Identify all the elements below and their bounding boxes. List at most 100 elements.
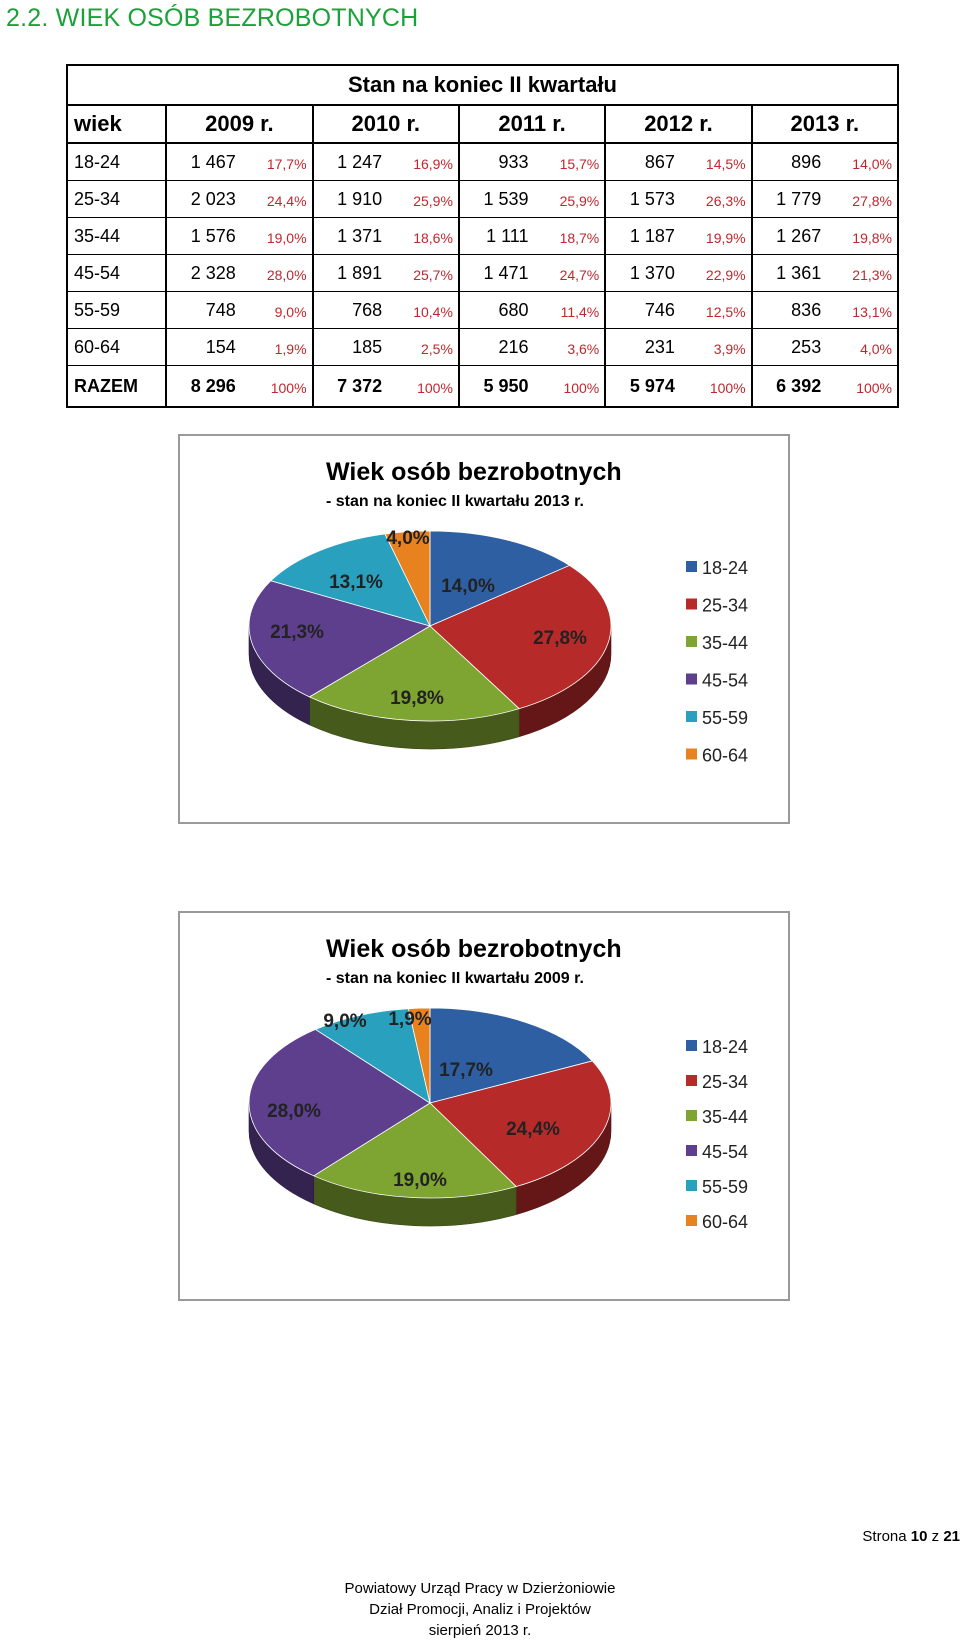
count-cell: 1 471 [458, 254, 537, 292]
year-header: 2011 r. [458, 104, 607, 144]
count-cell: 1 370 [605, 254, 683, 292]
section-title: 2.2. WIEK OSÓB BEZROBOTNYCH [6, 4, 419, 32]
legend-swatch [686, 711, 697, 722]
count-cell: 748 [166, 291, 244, 329]
pie-data-label: 24,4% [506, 1119, 560, 1140]
count-cell: 1 910 [312, 180, 391, 218]
year-header: 2012 r. [605, 104, 753, 144]
legend-label: 18-24 [702, 1037, 748, 1057]
footer-department: Dział Promocji, Analiz i Projektów [369, 1601, 591, 1618]
count-cell: 896 [751, 143, 830, 181]
percent-cell: 26,3% [682, 180, 753, 218]
percent-cell: 27,8% [829, 180, 899, 218]
count-cell: 1 891 [312, 254, 391, 292]
count-cell: 2 328 [166, 254, 244, 292]
legend-label: 55-59 [702, 1177, 748, 1197]
pie-slice-25-34 [429, 1060, 612, 1187]
age-group: 18-24 [67, 143, 168, 181]
pie-data-label: 27,8% [533, 628, 587, 649]
pie-slice-45-54 [248, 580, 432, 698]
legend-label: 55-59 [702, 708, 748, 728]
percent-cell: 100% [682, 365, 753, 407]
legend-label: 60-64 [702, 1212, 748, 1232]
age-group: 60-64 [67, 328, 168, 366]
current-page: 10 [910, 1528, 928, 1545]
pie-slice-35-44 [312, 1102, 517, 1199]
count-cell: 1 467 [166, 143, 244, 181]
pie-svg: Wiek osób bezrobotnych - stan na koniec I… [248, 935, 748, 1232]
footer-date: sierpień 2013 r. [428, 1622, 532, 1639]
percent-cell: 3,6% [536, 328, 607, 366]
pie-slice-55-59 [314, 1008, 431, 1104]
pie-data-label: 14,0% [441, 576, 495, 597]
percent-cell: 3,9% [682, 328, 753, 366]
count-cell: 768 [312, 291, 391, 329]
table-year-header-row: wiek 2009 r. 2010 r. 2011 r. 2012 r. 201… [67, 104, 900, 144]
pie-data-label: 19,0% [393, 1170, 447, 1191]
percent-cell: 9,0% [243, 291, 314, 329]
percent-cell: 100% [829, 365, 899, 407]
percent-cell: 10,4% [390, 291, 460, 329]
count-cell: 680 [458, 291, 537, 329]
count-cell: 231 [605, 328, 683, 366]
table-row: 25-34 2 023 24,4% 1 910 25,9% 1 539 25,9% 1 573… [67, 180, 899, 218]
page-label: Strona [862, 1528, 911, 1545]
percent-cell: 18,6% [390, 217, 460, 255]
count-cell: 7 372 [337, 375, 383, 396]
pie-slice-25-34 [429, 564, 612, 710]
pie-data-label: 13,1% [329, 572, 383, 593]
unemployed-age-table: Stan na koniec II kwartału wiek 2009 r. … [66, 64, 900, 408]
pie-data-label: 17,7% [439, 1060, 493, 1081]
legend-swatch [686, 636, 697, 647]
percent-cell: 18,7% [536, 217, 607, 255]
percent-cell: 14,0% [829, 143, 899, 181]
pie-slice-60-64 [384, 530, 431, 627]
chart-subtitle: - stan na koniec II kwartału 2013 r. [326, 493, 584, 510]
percent-cell: 24,4% [243, 180, 314, 218]
table-row: 60-64 154 1,9% 185 2,5% 216 3,6% 231 3,9% 253 4,0% [67, 328, 899, 366]
legend-label: 45-54 [702, 671, 748, 691]
count-cell: 1 539 [458, 180, 537, 218]
legend-label: 60-64 [702, 746, 748, 766]
age-group: 45-54 [67, 254, 168, 292]
legend-label: 35-44 [702, 1107, 748, 1127]
pie-slice-55-59 [270, 533, 431, 627]
legend-swatch [686, 1145, 697, 1156]
count-cell: 154 [166, 328, 244, 366]
pie-slice-18-24 [429, 530, 571, 627]
legend-swatch [686, 1075, 697, 1086]
percent-cell: 24,7% [536, 254, 607, 292]
legend-swatch [686, 1215, 697, 1226]
page-number: Strona 10 z 21 [862, 1528, 960, 1545]
percent-cell: 14,5% [682, 143, 753, 181]
legend-swatch [686, 748, 697, 760]
percent-cell: 4,0% [829, 328, 899, 366]
count-cell: 1 267 [751, 217, 830, 255]
percent-cell: 25,7% [390, 254, 460, 292]
total-label: RAZEM [67, 365, 168, 407]
percent-cell: 25,9% [536, 180, 607, 218]
table-total-row: RAZEM 8 296 100% 7 372 100% 5 950 100% 5 974 100… [67, 365, 899, 407]
pie-data-label: 28,0% [267, 1101, 321, 1122]
count-cell: 6 392 [776, 375, 822, 396]
footer: Powiatowy Urząd Pracy w Dzierżoniowie Dz… [0, 1578, 960, 1641]
count-cell: 836 [751, 291, 830, 329]
percent-cell: 19,0% [243, 217, 314, 255]
legend-label: 45-54 [702, 1142, 748, 1162]
year-header: 2013 r. [751, 104, 900, 144]
year-header: 2010 r. [312, 104, 460, 144]
pie-chart-2009: Wiek osób bezrobotnych - stan na koniec I… [178, 911, 790, 1301]
legend-label: 25-34 [702, 1072, 748, 1092]
table-row: 35-44 1 576 19,0% 1 371 18,6% 1 111 18,7% 1 187… [67, 217, 899, 255]
pie-data-label: 4,0% [386, 528, 429, 549]
legend-label: 25-34 [702, 596, 748, 616]
count-cell: 746 [605, 291, 683, 329]
legend-label: 35-44 [702, 633, 748, 653]
count-cell: 1 247 [312, 143, 391, 181]
chart-subtitle: - stan na koniec II kwartału 2009 r. [326, 970, 584, 987]
pie-data-label: 1,9% [388, 1009, 431, 1030]
pie-data-label: 9,0% [323, 1011, 366, 1032]
pie-slice-18-24 [429, 1007, 594, 1104]
pie-slice-35-44 [308, 625, 520, 722]
table-row: 45-54 2 328 28,0% 1 891 25,7% 1 471 24,7% 1 370… [67, 254, 899, 292]
